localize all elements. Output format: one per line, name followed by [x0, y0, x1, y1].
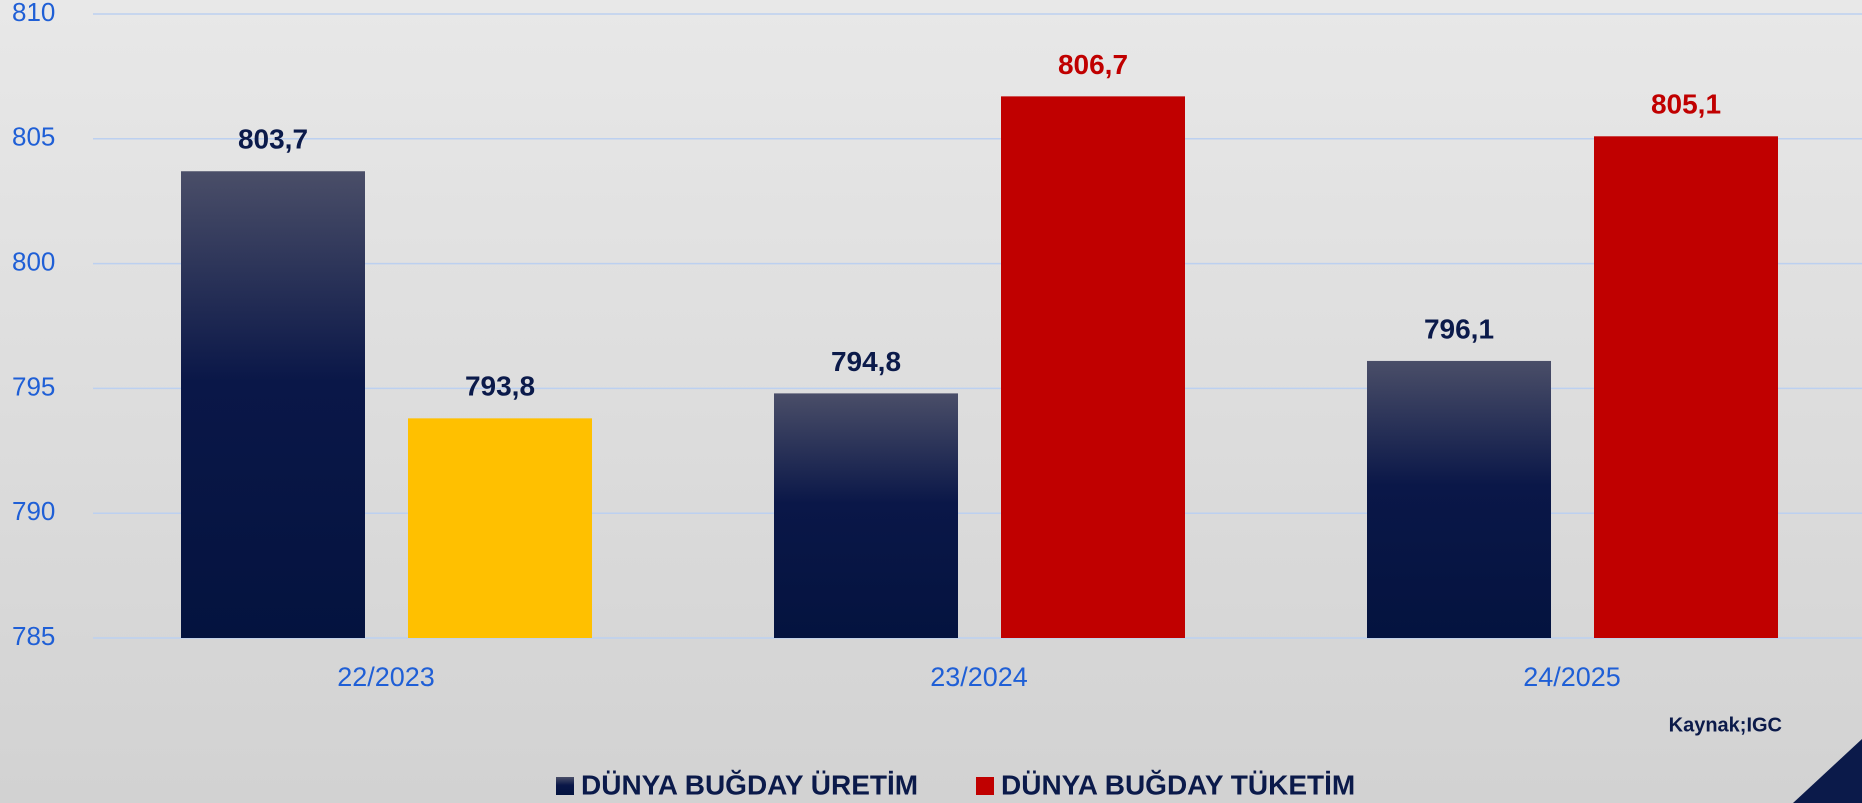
- y-tick-label: 795: [12, 371, 55, 401]
- value-label: 794,8: [831, 346, 901, 377]
- x-tick-label: 22/2023: [337, 662, 435, 692]
- y-tick-label: 790: [12, 496, 55, 526]
- legend-swatch: [556, 777, 574, 795]
- bar: [181, 171, 365, 639]
- bar: [1001, 96, 1185, 639]
- value-label: 805,1: [1651, 89, 1721, 120]
- legend-label: DÜNYA BUĞDAY ÜRETİM: [581, 769, 918, 800]
- bar: [774, 393, 958, 638]
- value-label: 803,7: [238, 124, 308, 155]
- legend-label: DÜNYA BUĞDAY TÜKETİM: [1001, 769, 1355, 800]
- y-tick-label: 800: [12, 246, 55, 276]
- bar: [1594, 136, 1778, 638]
- value-label: 796,1: [1424, 313, 1494, 344]
- source-note: Kaynak;IGC: [1669, 714, 1782, 736]
- bar: [408, 418, 592, 638]
- bar: [1367, 360, 1551, 638]
- y-tick-label: 785: [12, 621, 55, 651]
- x-tick-label: 24/2025: [1523, 662, 1621, 692]
- legend-swatch: [976, 777, 994, 795]
- x-tick-label: 23/2024: [930, 662, 1028, 692]
- value-label: 793,8: [465, 371, 535, 402]
- corner-decoration: [1793, 739, 1862, 803]
- y-tick-label: 810: [12, 0, 55, 27]
- y-tick-label: 805: [12, 122, 55, 152]
- value-label: 806,7: [1058, 49, 1128, 80]
